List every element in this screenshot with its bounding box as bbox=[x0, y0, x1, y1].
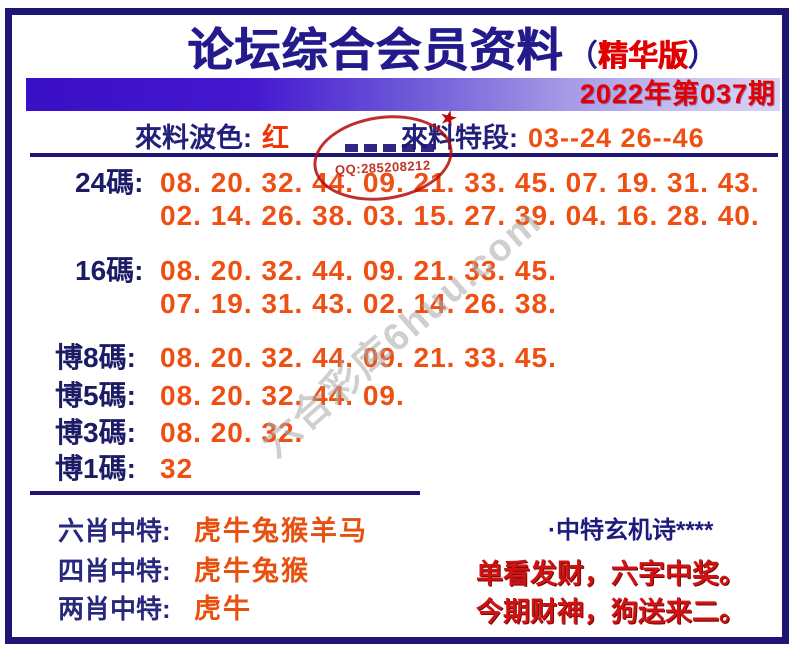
poem-line: 今期财神，狗送来二。 bbox=[476, 597, 746, 627]
zodiac-value: 虎牛 bbox=[194, 594, 252, 624]
stamp-obscured-text bbox=[345, 144, 435, 152]
zodiac-row-four: 四肖中特: 虎牛兔猴 bbox=[58, 549, 310, 588]
code-line: 02. 14. 26. 38. 03. 15. 27. 39. 04. 16. … bbox=[160, 200, 760, 231]
code-row-numbers: 08. 20. 32. bbox=[160, 416, 303, 449]
zodiac-label: 四肖中特: bbox=[58, 556, 171, 586]
code-row-label: 24碼: bbox=[75, 167, 144, 198]
code-row-label: 博8碼: bbox=[55, 342, 136, 373]
code-row-bo1: 博1碼: 32 bbox=[55, 452, 193, 485]
zodiac-value: 虎牛兔猴羊马 bbox=[194, 516, 368, 546]
code-row-bo5: 博5碼: 08. 20. 32. 44. 09. bbox=[55, 379, 405, 412]
poem-title: ·中特玄机诗**** bbox=[548, 517, 714, 544]
code-row-24: 24碼: 08. 20. 32. 44. 09. 21. 33. 45. 07.… bbox=[55, 166, 760, 232]
issue-banner: 2022年第037期 bbox=[26, 78, 780, 111]
special-segment-value: 03--24 26--46 bbox=[528, 123, 705, 153]
code-row-label: 博1碼: bbox=[55, 453, 136, 484]
code-row-numbers: 08. 20. 32. 44. 09. 21. 33. 45. 07. 19. … bbox=[160, 254, 557, 320]
page-title: 论坛综合会员资料 （精华版） bbox=[0, 14, 800, 80]
issue-number: 2022年第037期 bbox=[579, 79, 776, 109]
title-main-text: 论坛综合会员资料 bbox=[187, 24, 564, 76]
code-line: 08. 20. 32. bbox=[160, 417, 304, 448]
info-row: 來料波色: 红 來料特段: 03--24 26--46 bbox=[135, 116, 705, 155]
title-paren-close: ） bbox=[687, 40, 718, 73]
code-row-label: 16碼: bbox=[75, 255, 144, 286]
zodiac-row-six: 六肖中特: 虎牛兔猴羊马 bbox=[58, 509, 368, 548]
code-line: 32 bbox=[160, 453, 194, 484]
title-paren-open: （ bbox=[567, 40, 598, 73]
code-row-numbers: 32 bbox=[160, 452, 193, 485]
wave-color-label: 來料波色: bbox=[135, 123, 252, 153]
red-stamp: QQ:285208212 ★ bbox=[307, 105, 460, 210]
code-row-numbers: 08. 20. 32. 44. 09. 21. 33. 45. bbox=[160, 341, 557, 374]
title-edition-text: 精华版 bbox=[597, 40, 688, 73]
bottom-divider bbox=[30, 491, 420, 495]
wave-color-value: 红 bbox=[262, 123, 289, 153]
code-line: 08. 20. 32. 44. 09. 21. 33. 45. bbox=[160, 342, 557, 373]
zodiac-label: 六肖中特: bbox=[58, 516, 171, 546]
top-divider bbox=[30, 153, 778, 157]
stamp-ellipse bbox=[307, 106, 459, 210]
code-line: 08. 20. 32. 44. 09. 21. 33. 45. 07. 19. … bbox=[160, 167, 760, 198]
code-row-label: 博3碼: bbox=[55, 417, 136, 448]
poem-line: 单看发财，六字中奖。 bbox=[476, 559, 746, 589]
code-row-numbers: 08. 20. 32. 44. 09. 21. 33. 45. 07. 19. … bbox=[160, 166, 760, 232]
zodiac-label: 两肖中特: bbox=[58, 594, 171, 624]
code-row-label: 博5碼: bbox=[55, 380, 136, 411]
zodiac-value: 虎牛兔猴 bbox=[194, 556, 310, 586]
code-row-16: 16碼: 08. 20. 32. 44. 09. 21. 33. 45. 07.… bbox=[55, 254, 557, 320]
code-row-bo3: 博3碼: 08. 20. 32. bbox=[55, 416, 303, 449]
code-line: 08. 20. 32. 44. 09. bbox=[160, 380, 405, 411]
code-row-numbers: 08. 20. 32. 44. 09. bbox=[160, 379, 405, 412]
code-line: 07. 19. 31. 43. 02. 14. 26. 38. bbox=[160, 288, 557, 319]
code-line: 08. 20. 32. 44. 09. 21. 33. 45. bbox=[160, 255, 557, 286]
code-row-bo8: 博8碼: 08. 20. 32. 44. 09. 21. 33. 45. bbox=[55, 341, 557, 374]
zodiac-row-two: 两肖中特: 虎牛 bbox=[58, 587, 252, 626]
